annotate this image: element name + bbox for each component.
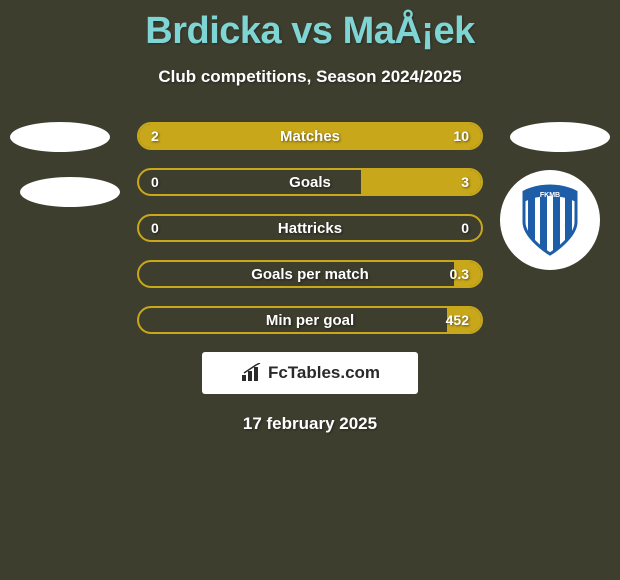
club-shield-icon: FKMB: [520, 184, 580, 256]
brand-text: FcTables.com: [268, 363, 380, 383]
right-player-badge-1: [510, 122, 610, 152]
club-shield-text: FKMB: [540, 192, 560, 199]
stat-row-goals: 0 Goals 3: [137, 168, 483, 196]
stat-row-matches: 2 Matches 10: [137, 122, 483, 150]
stat-left-value: 2: [151, 128, 159, 144]
bar-chart-icon: [240, 363, 264, 383]
left-player-badge-2: [20, 177, 120, 207]
date-text: 17 february 2025: [0, 414, 620, 434]
stat-left-value: 0: [151, 174, 159, 190]
stat-left-value: 0: [151, 220, 159, 236]
right-club-logo: FKMB: [500, 170, 600, 270]
stat-row-goals-per-match: Goals per match 0.3: [137, 260, 483, 288]
stat-label: Goals: [289, 174, 331, 191]
stat-label: Min per goal: [266, 312, 354, 329]
stat-label: Matches: [280, 128, 340, 145]
stat-right-value: 10: [453, 128, 469, 144]
stat-right-value: 0: [461, 220, 469, 236]
page-title: Brdicka vs MaÅ¡ek: [0, 0, 620, 53]
stat-right-value: 452: [446, 312, 469, 328]
stat-row-min-per-goal: Min per goal 452: [137, 306, 483, 334]
stat-row-hattricks: 0 Hattricks 0: [137, 214, 483, 242]
brand-box[interactable]: FcTables.com: [202, 352, 418, 394]
stat-right-value: 0.3: [450, 266, 469, 282]
stat-label: Hattricks: [278, 220, 342, 237]
subtitle: Club competitions, Season 2024/2025: [0, 67, 620, 87]
stat-label: Goals per match: [251, 266, 369, 283]
left-player-badge-1: [10, 122, 110, 152]
stats-panel: 2 Matches 10 0 Goals 3 0 Hattricks 0 Goa…: [137, 122, 483, 334]
stat-right-value: 3: [461, 174, 469, 190]
